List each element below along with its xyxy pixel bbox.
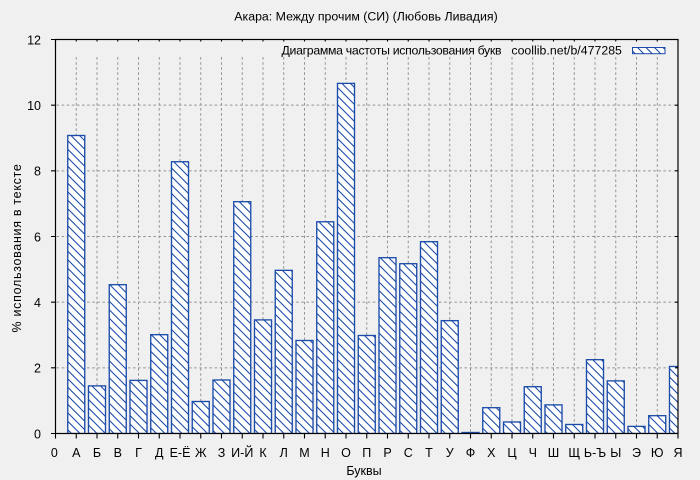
svg-text:Ш: Ш	[548, 446, 559, 460]
svg-text:О: О	[341, 446, 351, 460]
svg-text:Ч: Ч	[529, 446, 537, 460]
svg-text:Г: Г	[135, 446, 142, 460]
svg-text:Д: Д	[155, 446, 164, 460]
svg-text:Диаграмма частоты использовани: Диаграмма частоты использования букв	[282, 43, 502, 57]
svg-text:coollib.net/b/477285: coollib.net/b/477285	[511, 43, 622, 57]
svg-text:Ы: Ы	[610, 446, 621, 460]
svg-text:П: П	[362, 446, 371, 460]
svg-text:Я: Я	[673, 446, 682, 460]
svg-text:С: С	[404, 446, 413, 460]
svg-text:Н: Н	[321, 446, 330, 460]
svg-text:12: 12	[27, 33, 41, 47]
svg-text:0: 0	[34, 427, 41, 441]
svg-text:В: В	[114, 446, 122, 460]
svg-text:У: У	[446, 446, 454, 460]
svg-text:Э: Э	[632, 446, 641, 460]
svg-text:Е-Ё: Е-Ё	[170, 446, 191, 460]
svg-text:А: А	[72, 446, 81, 460]
svg-text:8: 8	[34, 165, 41, 179]
svg-text:Буквы: Буквы	[346, 464, 381, 478]
svg-text:Ю: Ю	[651, 446, 664, 460]
svg-text:Ь-Ъ: Ь-Ъ	[584, 446, 606, 460]
svg-text:И-Й: И-Й	[231, 445, 253, 460]
svg-text:10: 10	[27, 99, 41, 113]
svg-text:Т: Т	[425, 446, 433, 460]
svg-text:Р: Р	[383, 446, 391, 460]
svg-text:Ц: Ц	[507, 446, 517, 460]
svg-text:М: М	[299, 446, 309, 460]
svg-text:Л: Л	[280, 446, 288, 460]
svg-text:Х: Х	[487, 446, 496, 460]
svg-text:4: 4	[34, 296, 41, 310]
svg-text:0: 0	[51, 446, 58, 460]
svg-text:2: 2	[34, 362, 41, 376]
svg-text:Ж: Ж	[195, 446, 207, 460]
svg-text:Ф: Ф	[466, 446, 476, 460]
svg-text:З: З	[218, 446, 226, 460]
svg-text:% использования в тексте: % использования в тексте	[10, 163, 24, 332]
svg-text:Щ: Щ	[568, 446, 580, 460]
svg-text:К: К	[259, 446, 267, 460]
svg-text:6: 6	[34, 230, 41, 244]
svg-text:Акара: Между прочим (СИ) (Любо: Акара: Между прочим (СИ) (Любовь Ливадия…	[234, 10, 497, 24]
svg-text:Б: Б	[93, 446, 101, 460]
